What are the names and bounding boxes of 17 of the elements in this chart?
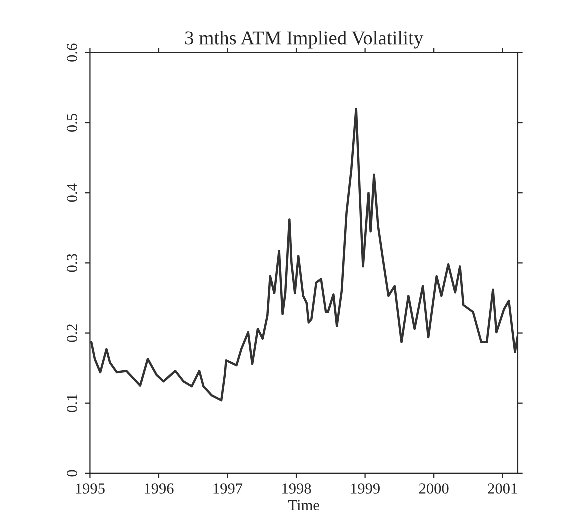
x-tick-label: 2001 [488, 484, 518, 494]
y-tick-label: 0.2 [67, 324, 78, 342]
y-tick-label: 0.1 [67, 394, 78, 412]
x-tick-label: 1995 [76, 484, 105, 494]
y-tick-label: 0 [67, 470, 78, 477]
chart-title: 3 mths ATM Implied Volatility [185, 31, 424, 49]
line-series [90, 108, 518, 402]
y-tick-label: 0.5 [67, 114, 78, 132]
y-tick-label: 0.4 [67, 184, 78, 202]
x-tick-label: 1997 [214, 484, 243, 494]
x-axis-title: Time [288, 500, 320, 511]
x-tick-label: 1998 [282, 484, 312, 494]
y-tick-label: 0.3 [67, 254, 78, 272]
x-tick-label: 1996 [145, 484, 174, 494]
x-tick-label: 1999 [351, 484, 380, 494]
x-tick-label: 2000 [419, 484, 449, 494]
y-tick-label: 0.6 [67, 44, 78, 62]
